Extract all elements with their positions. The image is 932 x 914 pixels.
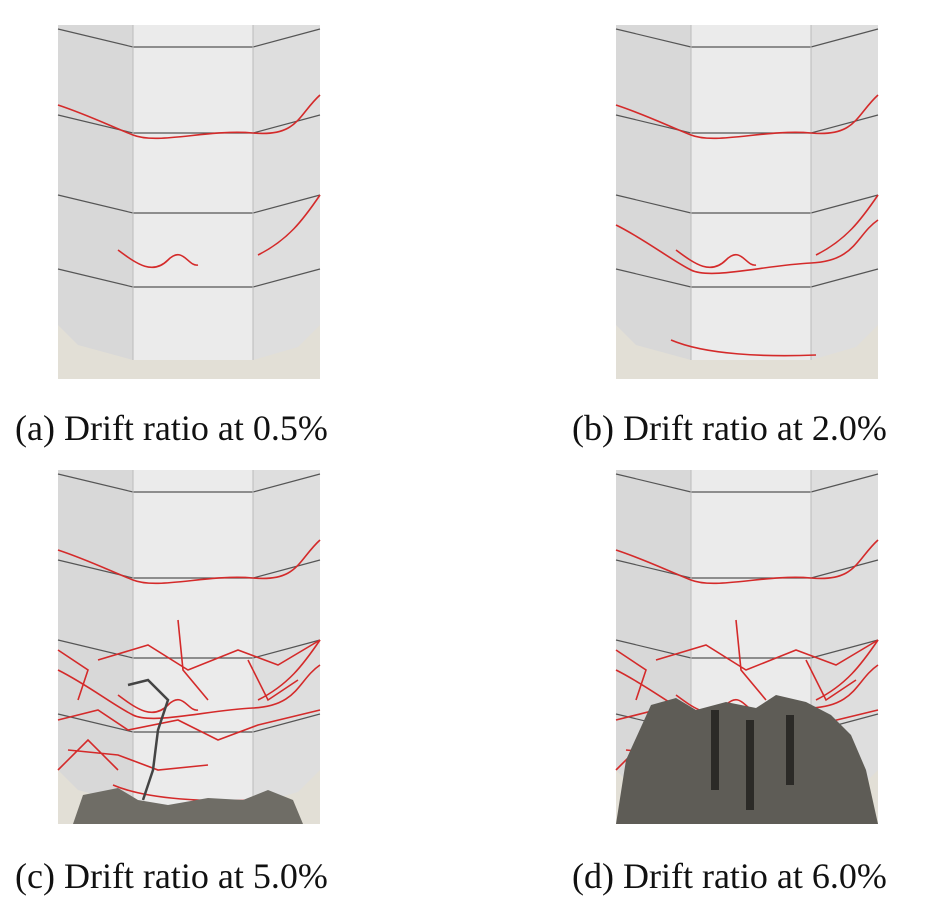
crack [127,678,170,801]
level-line [615,559,879,579]
caption: (d) Drift ratio at 6.0% [572,856,887,896]
photo [615,470,879,824]
level-line [57,28,321,48]
column-center-face [133,470,253,805]
level-line [57,114,321,134]
level-line [57,559,321,579]
column-right-face [811,25,878,360]
crack [615,219,879,357]
photo [57,25,321,379]
column-right-face [253,25,320,360]
level-line [615,28,879,48]
level-line [57,268,321,288]
column-left-face [58,25,133,360]
rebar [711,710,719,790]
level-line [57,194,321,214]
rebar [746,720,754,810]
photo [615,25,879,379]
rebar [786,715,794,785]
level-line [57,713,321,733]
column-left-face [58,470,133,805]
photo [57,470,321,824]
column-center-face [691,25,811,360]
level-line [615,639,879,659]
level-line [615,114,879,134]
crack [615,94,879,140]
rubble [73,788,303,824]
caption: (c) Drift ratio at 5.0% [15,856,328,896]
crack [675,194,879,269]
crack [615,539,879,585]
level-line [57,639,321,659]
level-line [615,268,879,288]
crack [57,619,321,771]
caption: (b) Drift ratio at 2.0% [572,408,887,448]
crack [57,94,321,140]
level-line [615,473,879,493]
column-right-face [253,470,320,805]
level-line [57,473,321,493]
column-center-face [133,25,253,360]
crack [117,194,321,269]
column-left-face [616,25,691,360]
crack [57,539,321,585]
caption: (a) Drift ratio at 0.5% [15,408,328,448]
level-line [615,194,879,214]
